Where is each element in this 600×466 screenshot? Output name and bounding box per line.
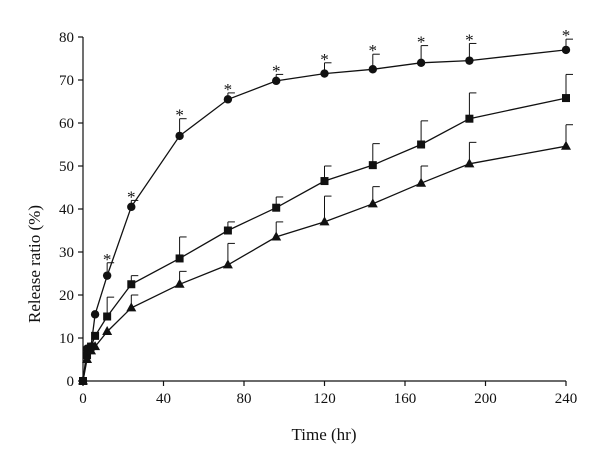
- x-tick-label: 200: [474, 391, 497, 407]
- y-tick-label: 50: [59, 159, 74, 175]
- x-tick-label: 0: [79, 391, 87, 407]
- series-triangle-point: [464, 158, 475, 168]
- significance-star: *: [103, 250, 112, 269]
- y-tick-label: 0: [67, 374, 75, 390]
- y-tick-label: 30: [59, 245, 74, 261]
- series-circle-point: [320, 69, 329, 78]
- y-tick-label: 70: [59, 73, 74, 89]
- series-square-point: [417, 140, 426, 149]
- axis-ticks: 0 10 20 30 40 50 60 70 80 0 40 80 120 160 200 240: [59, 30, 577, 407]
- y-axis-title: Release ratio (%): [25, 205, 44, 323]
- series-triangle-point: [82, 354, 93, 363]
- series-square-point: [320, 177, 329, 186]
- series-square-point: [223, 226, 232, 235]
- series-circle: * * * * * * * * * *: [78, 26, 573, 386]
- series-triangle-point: [102, 326, 113, 336]
- series-circle-point: [416, 58, 426, 67]
- series-circle-point: [127, 202, 136, 212]
- series-circle-point: [175, 131, 184, 141]
- series-triangle-point: [90, 341, 101, 351]
- significance-star: *: [272, 61, 281, 80]
- series-square-point: [368, 161, 377, 170]
- series-circle-point: [368, 65, 377, 74]
- significance-star: *: [175, 106, 184, 125]
- series-square-point: [127, 280, 136, 289]
- x-tick-label: 120: [313, 391, 336, 407]
- series-circle-point: [90, 310, 100, 319]
- series-triangle-point: [271, 231, 282, 241]
- series-square-point: [175, 254, 184, 263]
- y-tick-label: 10: [59, 331, 74, 347]
- series-square: [79, 73, 573, 385]
- series-circle-point: [223, 95, 233, 104]
- series-circle-point: [102, 271, 112, 280]
- y-tick-label: 40: [59, 202, 74, 218]
- series-triangle-point: [174, 278, 185, 288]
- series-triangle-point: [416, 177, 427, 187]
- series-triangle: [78, 124, 573, 385]
- plot-area: * * * * * * * * * *: [78, 26, 573, 386]
- series-circle-line: [82, 49, 567, 382]
- series-square-line: [82, 97, 567, 382]
- x-tick-label: 160: [394, 391, 417, 407]
- x-tick-label: 40: [156, 391, 171, 407]
- series-circle-point: [465, 56, 474, 65]
- significance-star: *: [562, 26, 571, 45]
- series-square-point: [103, 312, 112, 321]
- series-circle-point: [272, 76, 281, 86]
- series-triangle-point: [126, 302, 137, 312]
- series-triangle-point: [319, 216, 330, 226]
- series-triangle-point: [561, 140, 571, 150]
- series-triangle-point: [222, 259, 233, 269]
- y-tick-label: 80: [59, 30, 74, 46]
- significance-star: *: [417, 33, 426, 52]
- x-axis-title: Time (hr): [291, 425, 356, 444]
- series-square-point: [91, 331, 100, 340]
- series-square-point: [272, 203, 281, 212]
- series-triangle-point: [78, 375, 88, 385]
- series-square-point: [562, 94, 570, 103]
- series-circle-point: [561, 45, 571, 55]
- series-triangle-point: [367, 198, 378, 208]
- y-tick-label: 20: [59, 288, 74, 304]
- series-square-point: [465, 114, 474, 123]
- x-tick-label: 80: [237, 391, 252, 407]
- significance-star: *: [127, 187, 136, 206]
- significance-star: *: [465, 30, 474, 49]
- y-tick-label: 60: [59, 116, 74, 132]
- x-tick-label: 240: [555, 391, 578, 407]
- significance-star: *: [224, 80, 233, 99]
- significance-star: *: [369, 41, 378, 60]
- significance-star: *: [320, 50, 329, 69]
